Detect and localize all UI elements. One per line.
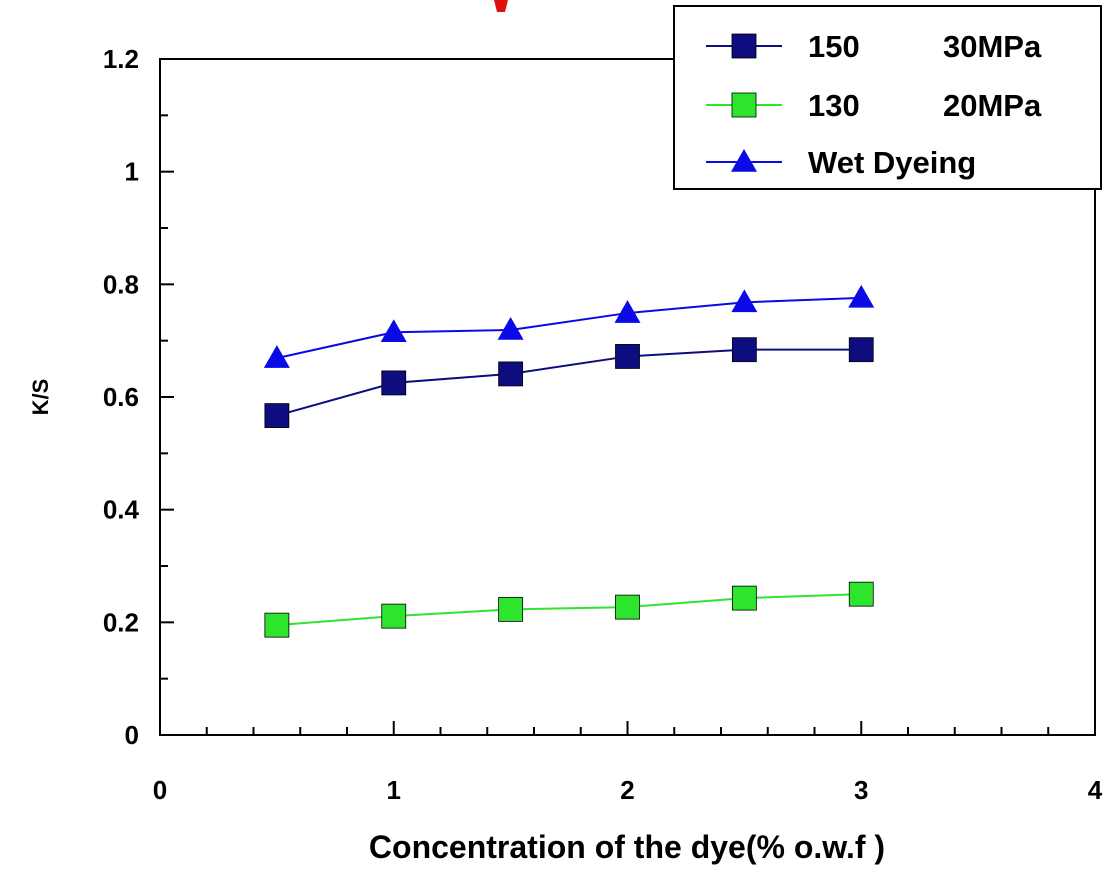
y-tick-label: 1.2 [103, 44, 139, 74]
y-tick-label: 1 [125, 157, 139, 187]
x-tick-label: 4 [1088, 775, 1103, 805]
data-point [264, 612, 290, 638]
series-2 [264, 581, 874, 638]
legend-items: 150 30MPa 130 20MPa Wet Dyeing [706, 29, 1042, 180]
legend-item-3: Wet Dyeing [706, 145, 976, 180]
y-tick-label: 0.6 [103, 382, 139, 412]
legend-marker [731, 92, 757, 118]
x-tick-label: 2 [620, 775, 634, 805]
data-point [380, 319, 407, 342]
y-axis-tick-labels: 0 0.2 0.4 0.6 0.8 1 1.2 [103, 44, 140, 750]
legend-label: 130 [808, 88, 860, 123]
legend-label: 150 [808, 29, 860, 64]
data-point [615, 594, 640, 620]
y-tick-label: 0.4 [103, 495, 140, 525]
series-3 [263, 284, 875, 368]
data-point [381, 603, 407, 629]
y-tick-label: 0 [125, 720, 139, 750]
data-point [264, 403, 290, 428]
data-point [731, 289, 758, 313]
data-point [731, 337, 757, 363]
legend-item-1: 150 30MPa [706, 29, 1042, 64]
data-point [848, 337, 874, 363]
cropped-red-glyph [494, 0, 508, 12]
legend-label-unit: 30MPa [943, 29, 1042, 64]
data-point [614, 300, 641, 323]
data-point [497, 316, 524, 340]
legend-label-unit: 20MPa [943, 88, 1042, 123]
y-tick-label: 0.2 [103, 607, 139, 637]
x-axis-ticks [159, 721, 1096, 735]
series-line [276, 593, 862, 627]
x-axis-tick-labels: 0 1 2 3 4 [153, 775, 1103, 805]
data-point [848, 581, 874, 607]
legend-label: Wet Dyeing [808, 145, 976, 180]
data-point [498, 596, 524, 622]
data-point [381, 370, 407, 396]
data-point [731, 585, 757, 611]
y-axis-ticks [160, 58, 174, 736]
data-point [615, 344, 640, 369]
legend-marker [731, 149, 757, 172]
y-axis-title: K/S [28, 379, 53, 416]
x-axis-title: Concentration of the dye(% o.w.f ) [369, 829, 885, 865]
series-line [276, 348, 862, 417]
x-tick-label: 3 [854, 775, 868, 805]
x-tick-label: 1 [387, 775, 401, 805]
legend-item-2: 130 20MPa [706, 88, 1042, 123]
legend-marker [731, 33, 757, 59]
series-line [276, 296, 862, 360]
x-tick-label: 0 [153, 775, 167, 805]
series-layer [263, 284, 875, 638]
series-1 [264, 337, 874, 428]
data-point [498, 361, 524, 387]
y-tick-label: 0.8 [103, 269, 139, 299]
legend: 150 30MPa 130 20MPa Wet Dyeing [673, 5, 1102, 190]
data-point [263, 345, 290, 368]
data-point [848, 284, 875, 308]
